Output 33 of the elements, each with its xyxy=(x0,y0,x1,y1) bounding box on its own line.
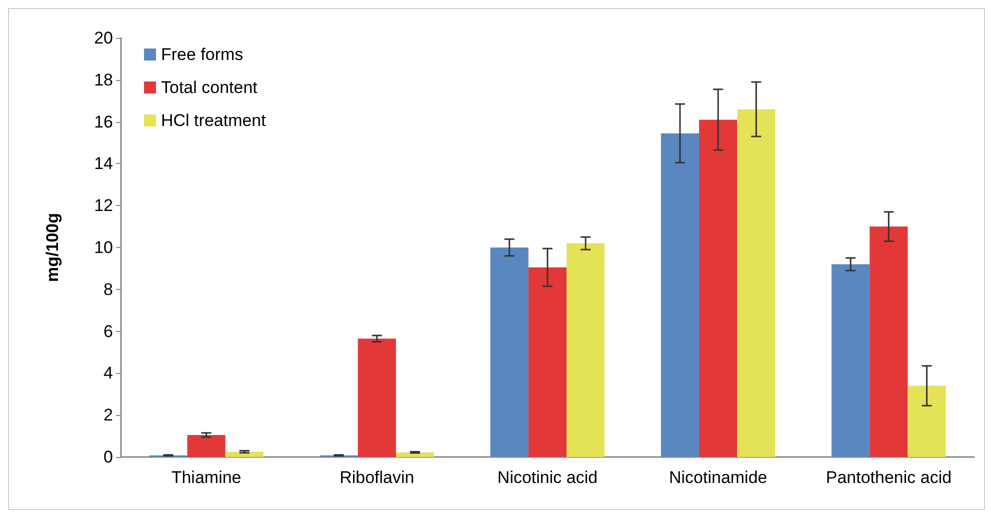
y-axis-title: mg/100g xyxy=(43,213,62,282)
y-tick-label: 4 xyxy=(104,364,113,383)
y-tick-label: 6 xyxy=(104,322,113,341)
bar xyxy=(225,452,264,457)
bar xyxy=(908,386,946,457)
y-tick-label: 16 xyxy=(94,112,113,132)
bar xyxy=(490,248,528,457)
y-tick-label: 10 xyxy=(94,238,113,257)
bar xyxy=(187,435,226,457)
legend-label: Free forms xyxy=(161,45,244,64)
x-tick-label: Pantothenic acid xyxy=(826,468,952,487)
legend-label: Total content xyxy=(161,78,258,97)
x-tick-label: Nicotinamide xyxy=(668,468,768,487)
x-tick-label: Thiamine xyxy=(171,468,242,487)
x-tick-label: Nicotinic acid xyxy=(497,468,598,487)
bar xyxy=(660,133,700,457)
bar xyxy=(396,452,434,457)
bar xyxy=(358,338,396,457)
y-tick-label: 14 xyxy=(94,154,113,174)
bar xyxy=(737,109,776,457)
x-tick-label: Riboflavin xyxy=(340,468,414,487)
y-tick-label: 12 xyxy=(94,196,113,216)
bar xyxy=(528,267,567,457)
y-tick-label: 0 xyxy=(104,448,113,466)
y-tick-label: 8 xyxy=(104,280,113,299)
bar xyxy=(832,264,870,457)
bar xyxy=(566,243,605,457)
legend-label: HCl treatment xyxy=(161,111,266,130)
bar xyxy=(870,226,908,457)
y-tick-label: 20 xyxy=(94,28,113,48)
y-tick-label: 2 xyxy=(104,406,113,425)
bar xyxy=(699,120,738,457)
y-tick-label: 18 xyxy=(94,70,113,90)
